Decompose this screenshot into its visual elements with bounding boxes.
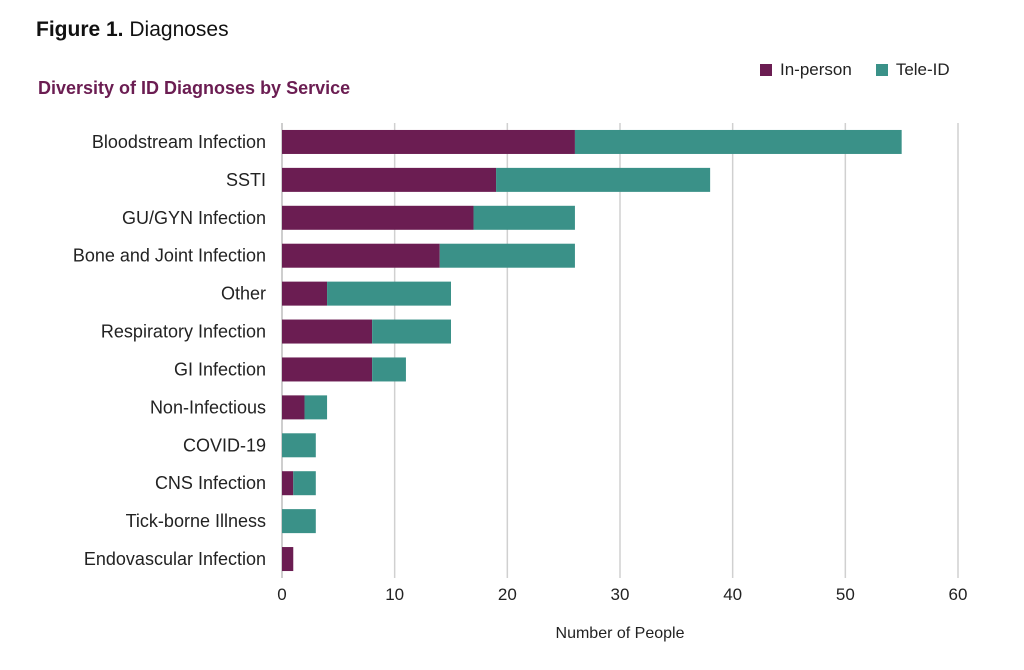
legend-swatch-tele-id [875,64,888,76]
figure-title-text: Diagnoses [129,18,229,41]
bar-in-person-0 [282,129,575,154]
category-label-2: GU/GYN Infection [122,208,266,228]
bar-tele-id-6 [372,357,406,382]
category-label-10: Tick-borne Illness [126,511,266,531]
bar-tele-id-7 [304,395,328,420]
x-tick-label-30: 30 [611,585,630,604]
bar-in-person-11 [282,547,294,572]
category-label-3: Bone and Joint Infection [73,246,266,266]
x-tick-label-40: 40 [723,585,742,604]
bar-in-person-6 [282,357,373,382]
bar-tele-id-9 [293,471,316,496]
x-tick-label-60: 60 [949,585,968,604]
category-label-6: GI Infection [174,359,266,379]
category-label-4: Other [221,284,266,304]
bar-tele-id-0 [574,129,902,154]
category-label-7: Non-Infectious [150,397,266,417]
bar-tele-id-1 [496,167,711,192]
category-label-11: Endovascular Infection [84,549,266,569]
bar-in-person-4 [282,281,328,306]
legend-label-tele-id: Tele-ID [895,60,950,79]
bar-in-person-1 [282,167,497,192]
bar-tele-id-5 [372,319,451,344]
bar-in-person-3 [282,243,440,268]
bar-in-person-7 [282,395,305,420]
x-axis-label: Number of People [556,625,685,642]
category-label-5: Respiratory Infection [101,322,266,342]
legend-label-in-person: In-person [780,60,852,79]
x-tick-label-50: 50 [836,585,855,604]
bar-in-person-5 [282,319,373,344]
bar-in-person-9 [282,471,294,496]
chart-legend: In-person Tele-ID [760,60,950,80]
bar-tele-id-8 [282,433,316,458]
category-label-8: COVID-19 [183,435,266,455]
category-label-1: SSTI [226,170,266,190]
x-tick-label-20: 20 [498,585,517,604]
bar-tele-id-3 [439,243,575,268]
x-tick-label-0: 0 [277,585,286,604]
x-tick-label-10: 10 [385,585,404,604]
bar-tele-id-10 [282,509,316,534]
bar-tele-id-2 [473,205,575,230]
category-label-9: CNS Infection [155,473,266,493]
bar-in-person-2 [282,205,474,230]
legend-swatch-in-person [760,64,772,76]
category-label-0: Bloodstream Infection [92,132,266,152]
figure-title: Figure 1. Diagnoses [36,18,229,42]
legend-item-in-person: In-person [760,60,852,80]
figure-label: Figure 1. [36,18,124,41]
bar-tele-id-4 [327,281,451,306]
legend-item-tele-id: Tele-ID [875,60,950,80]
chart-title: Diversity of ID Diagnoses by Service [38,78,351,98]
